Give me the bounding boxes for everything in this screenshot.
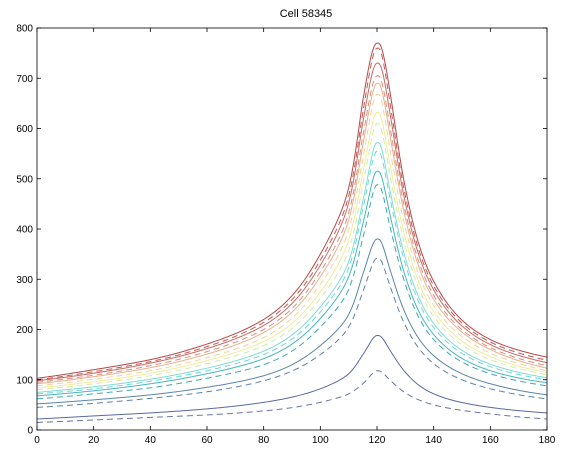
series-line-9 xyxy=(36,111,548,389)
y-axis: 0 100 200 300 400 500 600 700 800 xyxy=(16,24,547,437)
y-tick-label: 800 xyxy=(16,24,33,35)
x-tick-label: 20 xyxy=(88,435,100,446)
series-line-0 xyxy=(36,370,548,423)
x-tick-label: 120 xyxy=(369,435,386,446)
series-line-4 xyxy=(36,184,548,400)
x-axis: 0 20 40 60 80 100 120 140 160 180 xyxy=(34,28,556,446)
series-lines xyxy=(36,42,548,423)
y-tick-label: 0 xyxy=(27,426,33,437)
y-tick-label: 200 xyxy=(16,325,33,336)
series-line-14 xyxy=(36,47,548,381)
x-tick-label: 40 xyxy=(145,435,157,446)
x-tick-label: 180 xyxy=(539,435,556,446)
series-line-5 xyxy=(36,170,548,397)
series-line-15 xyxy=(36,42,548,379)
y-tick-label: 500 xyxy=(16,174,33,185)
y-tick-label: 400 xyxy=(16,225,33,236)
y-tick-label: 700 xyxy=(16,74,33,85)
series-line-13 xyxy=(36,62,548,382)
series-line-7 xyxy=(36,142,548,393)
series-line-6 xyxy=(36,150,548,395)
x-tick-label: 0 xyxy=(34,435,40,446)
chart-title: Cell 58345 xyxy=(280,8,333,20)
series-line-1 xyxy=(36,335,548,420)
series-line-10 xyxy=(36,93,548,387)
y-tick-label: 300 xyxy=(16,275,33,286)
x-tick-label: 140 xyxy=(425,435,442,446)
series-line-12 xyxy=(36,75,548,383)
series-line-2 xyxy=(36,257,548,408)
series-line-11 xyxy=(36,82,548,385)
x-tick-label: 160 xyxy=(482,435,499,446)
x-tick-label: 80 xyxy=(258,435,270,446)
x-tick-label: 100 xyxy=(312,435,329,446)
x-tick-label: 60 xyxy=(201,435,213,446)
y-tick-label: 100 xyxy=(16,375,33,386)
series-line-8 xyxy=(36,122,548,391)
series-line-3 xyxy=(36,238,548,405)
y-tick-label: 600 xyxy=(16,124,33,135)
